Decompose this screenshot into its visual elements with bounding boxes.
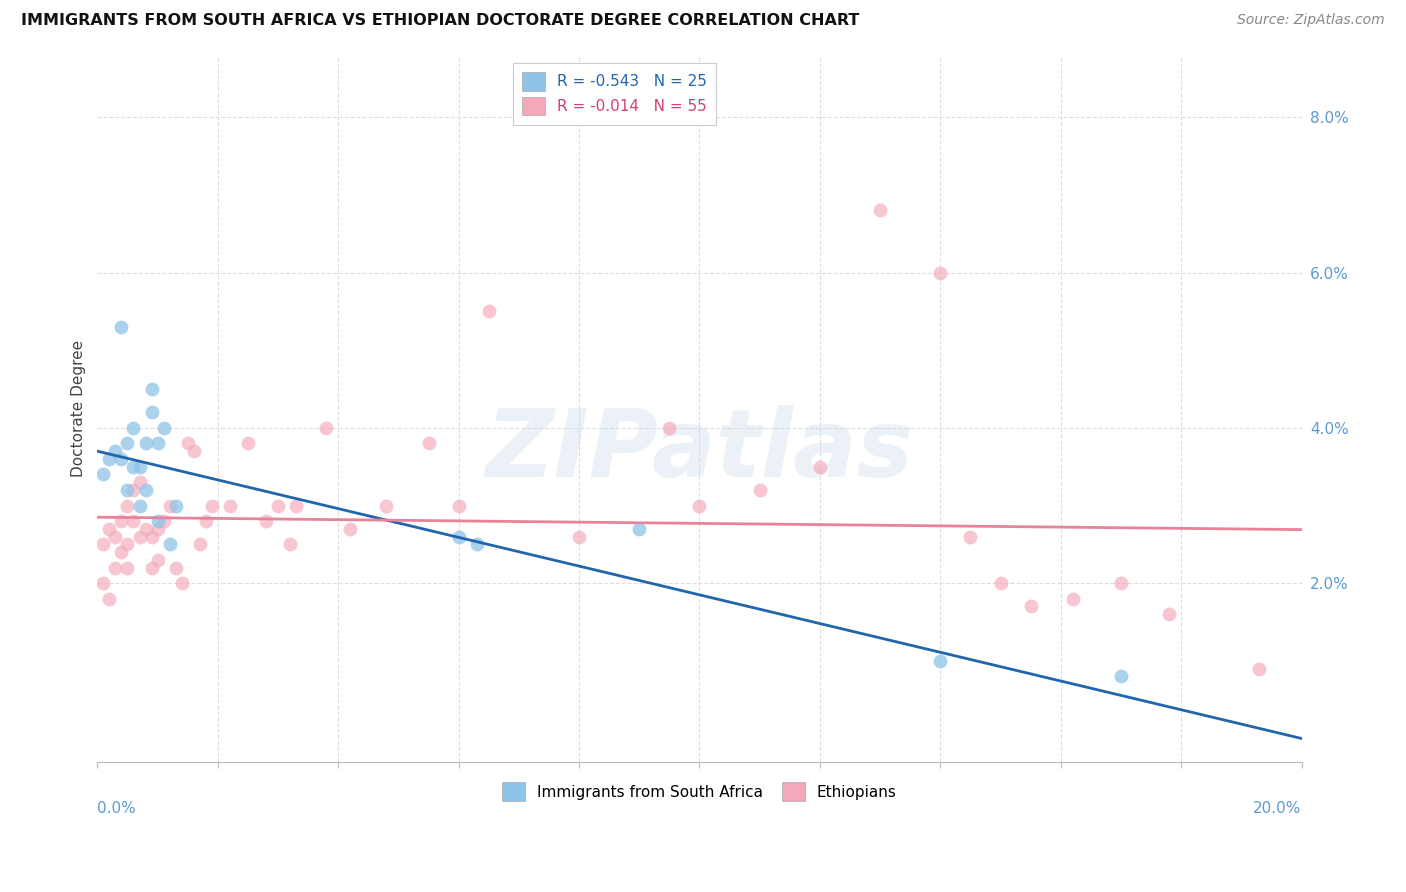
Text: ZIPatlas: ZIPatlas [485, 405, 914, 497]
Point [135, 436, 157, 450]
Point [688, 499, 710, 513]
Point [141, 405, 163, 419]
Point [117, 560, 139, 574]
Point [748, 483, 770, 497]
Point [1159, 607, 1181, 622]
Point [122, 421, 145, 435]
Point [170, 576, 193, 591]
Point [628, 522, 651, 536]
Legend: Immigrants from South Africa, Ethiopians: Immigrants from South Africa, Ethiopians [496, 776, 903, 807]
Point [104, 444, 127, 458]
Point [236, 436, 259, 450]
Point [990, 576, 1012, 591]
Point [122, 459, 145, 474]
Point [267, 499, 290, 513]
Point [194, 514, 217, 528]
Point [152, 421, 174, 435]
Point [929, 654, 952, 668]
Point [93, 576, 115, 591]
Point [1109, 576, 1132, 591]
Point [110, 545, 132, 559]
Point [478, 304, 501, 318]
Point [141, 382, 163, 396]
Point [447, 499, 470, 513]
Point [122, 483, 145, 497]
Point [141, 560, 163, 574]
Point [176, 436, 198, 450]
Point [254, 514, 277, 528]
Point [135, 483, 157, 497]
Point [658, 421, 681, 435]
Point [1019, 599, 1042, 614]
Point [152, 514, 174, 528]
Point [117, 499, 139, 513]
Point [146, 522, 169, 536]
Point [141, 530, 163, 544]
Point [117, 436, 139, 450]
Point [959, 530, 981, 544]
Point [122, 514, 145, 528]
Point [1062, 591, 1084, 606]
Point [98, 452, 121, 467]
Point [128, 530, 150, 544]
Point [104, 530, 127, 544]
Point [159, 537, 181, 551]
Point [159, 499, 181, 513]
Point [93, 537, 115, 551]
Point [135, 522, 157, 536]
Point [128, 459, 150, 474]
Point [110, 452, 132, 467]
Point [285, 499, 308, 513]
Point [146, 514, 169, 528]
Text: Source: ZipAtlas.com: Source: ZipAtlas.com [1237, 13, 1385, 28]
Point [568, 530, 591, 544]
Point [465, 537, 488, 551]
Point [165, 560, 187, 574]
Point [110, 514, 132, 528]
Point [117, 483, 139, 497]
Point [1249, 662, 1271, 676]
Point [339, 522, 361, 536]
Point [418, 436, 440, 450]
Text: 20.0%: 20.0% [1253, 801, 1302, 815]
Point [93, 467, 115, 482]
Point [447, 530, 470, 544]
Point [201, 499, 224, 513]
Point [375, 499, 398, 513]
Point [869, 203, 891, 218]
Point [110, 320, 132, 334]
Point [315, 421, 337, 435]
Point [183, 444, 205, 458]
Text: IMMIGRANTS FROM SOUTH AFRICA VS ETHIOPIAN DOCTORATE DEGREE CORRELATION CHART: IMMIGRANTS FROM SOUTH AFRICA VS ETHIOPIA… [21, 13, 859, 29]
Point [188, 537, 211, 551]
Point [146, 436, 169, 450]
Point [98, 591, 121, 606]
Point [218, 499, 240, 513]
Point [1109, 669, 1132, 683]
Point [117, 537, 139, 551]
Text: 0.0%: 0.0% [97, 801, 136, 815]
Point [165, 499, 187, 513]
Point [808, 459, 831, 474]
Point [278, 537, 301, 551]
Point [104, 560, 127, 574]
Point [98, 522, 121, 536]
Point [146, 553, 169, 567]
Point [929, 266, 952, 280]
Y-axis label: Doctorate Degree: Doctorate Degree [72, 340, 86, 477]
Point [128, 499, 150, 513]
Point [128, 475, 150, 490]
